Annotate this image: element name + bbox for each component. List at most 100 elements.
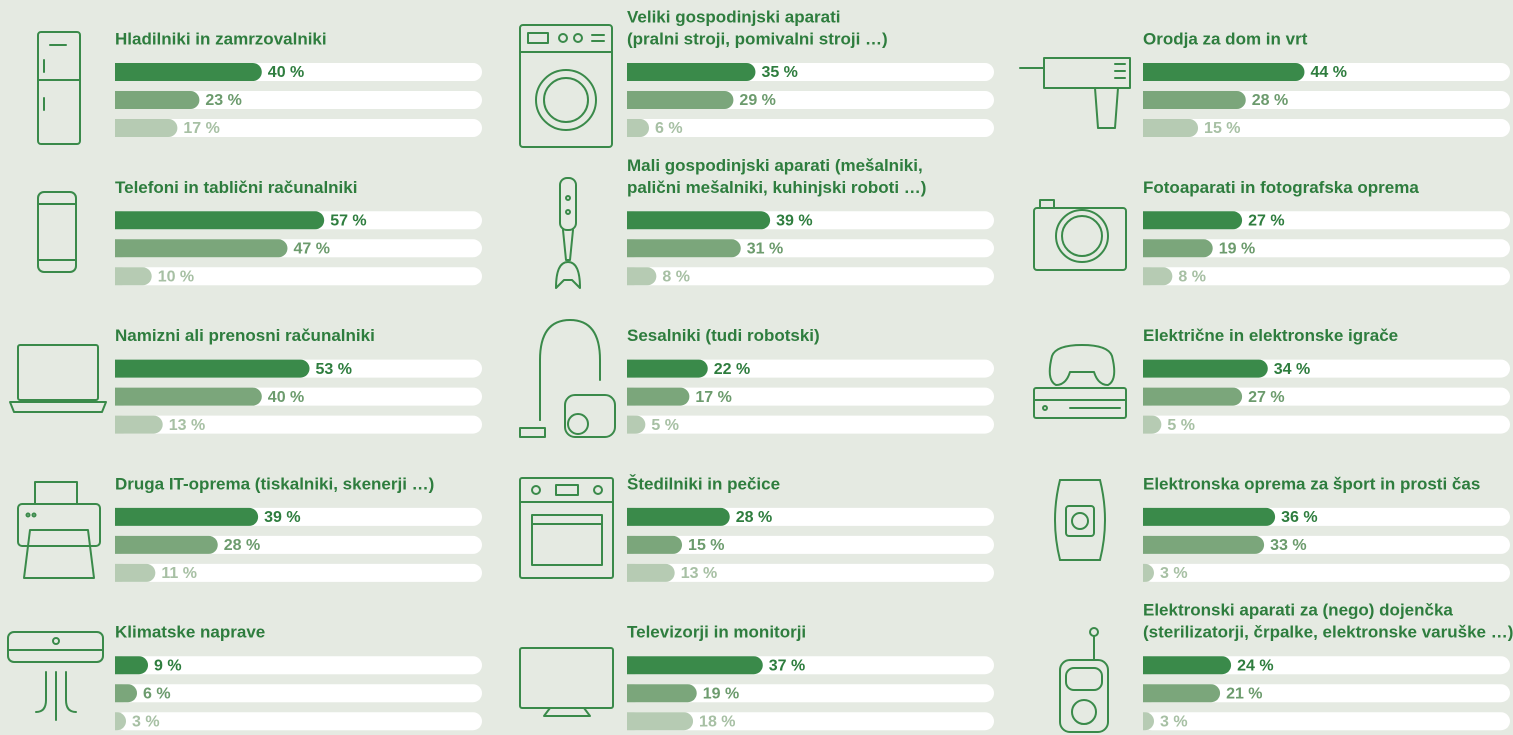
value-label: 9 %: [154, 657, 182, 674]
group-title: Namizni ali prenosni računalniki: [115, 326, 375, 345]
bar-track: [115, 267, 482, 286]
bar-track: [115, 119, 482, 137]
group-title: Elektronski aparati za (nego) dojenčka: [1143, 601, 1453, 620]
value-label: 33 %: [1270, 537, 1306, 554]
group-title: Električne in elektronske igrače: [1143, 326, 1398, 345]
group-title: Druga IT-oprema (tiskalniki, skenerji …): [115, 474, 434, 493]
value-label: 8 %: [662, 269, 690, 286]
group-title: Fotoaparati in fotografska oprema: [1143, 178, 1419, 197]
bar: [115, 387, 262, 406]
bar: [1143, 684, 1221, 703]
bar: [115, 712, 127, 731]
bar: [115, 563, 156, 582]
bar: [115, 535, 218, 554]
value-label: 21 %: [1226, 685, 1262, 702]
bar: [627, 239, 741, 258]
bar: [115, 415, 163, 434]
value-label: 3 %: [132, 713, 160, 730]
bar: [627, 267, 657, 286]
value-label: 13 %: [169, 417, 205, 434]
value-label: 39 %: [776, 213, 812, 230]
value-label: 36 %: [1281, 509, 1317, 526]
value-label: 27 %: [1248, 213, 1284, 230]
value-label: 13 %: [681, 565, 717, 582]
value-label: 6 %: [143, 685, 171, 702]
bar: [627, 91, 734, 109]
bar: [1143, 387, 1243, 406]
value-label: 10 %: [158, 269, 194, 286]
value-label: 28 %: [224, 537, 260, 554]
bar-track: [1143, 415, 1510, 434]
bar-track: [627, 563, 994, 582]
bar: [1143, 415, 1162, 434]
group-title: Sesalniki (tudi robotski): [627, 326, 820, 345]
bar-track: [627, 535, 994, 554]
bar-track: [627, 359, 994, 378]
bar: [115, 359, 310, 378]
value-label: 18 %: [699, 713, 735, 730]
bar: [115, 684, 138, 703]
bar-track: [1143, 656, 1510, 675]
value-label: 17 %: [183, 120, 219, 137]
value-label: 15 %: [688, 537, 724, 554]
bar-track: [627, 119, 994, 137]
bar-track: [627, 387, 994, 406]
value-label: 44 %: [1310, 64, 1346, 81]
value-label: 23 %: [205, 92, 241, 109]
value-label: 22 %: [714, 361, 750, 378]
bar-track: [1143, 563, 1510, 582]
group-title: Televizorji in monitorji: [627, 623, 806, 642]
value-label: 28 %: [736, 509, 772, 526]
value-label: 27 %: [1248, 389, 1284, 406]
bar: [627, 563, 675, 582]
bar: [115, 239, 288, 258]
bar: [1143, 63, 1305, 81]
value-label: 57 %: [330, 213, 366, 230]
bar-track: [1143, 267, 1510, 286]
group-title: palični mešalniki, kuhinjski roboti …): [627, 178, 926, 197]
bar: [1143, 211, 1243, 230]
bar: [627, 535, 683, 554]
value-label: 17 %: [695, 389, 731, 406]
group-title: (sterilizatorji, črpalke, elektronske va…: [1143, 623, 1513, 642]
bar-track: [627, 415, 994, 434]
bar-track: [627, 267, 994, 286]
bar-track: [1143, 712, 1510, 731]
value-label: 3 %: [1160, 565, 1188, 582]
value-label: 5 %: [651, 417, 679, 434]
bar: [115, 507, 259, 526]
bar: [1143, 91, 1246, 109]
group-title: Orodja za dom in vrt: [1143, 29, 1308, 48]
value-label: 31 %: [747, 241, 783, 258]
bar-track: [115, 712, 482, 731]
bar: [627, 656, 763, 675]
bar: [115, 211, 325, 230]
bar: [627, 211, 771, 230]
bar: [1143, 119, 1199, 137]
value-label: 40 %: [268, 389, 304, 406]
bar: [1143, 239, 1213, 258]
value-label: 15 %: [1204, 120, 1240, 137]
bar: [627, 359, 708, 378]
value-label: 39 %: [264, 509, 300, 526]
bar-track: [1143, 119, 1510, 137]
value-label: 29 %: [739, 92, 775, 109]
value-label: 11 %: [161, 565, 197, 582]
value-label: 5 %: [1167, 417, 1195, 434]
group-title: Elektronska oprema za šport in prosti ča…: [1143, 474, 1480, 493]
bar: [1143, 563, 1154, 582]
value-label: 6 %: [655, 120, 683, 137]
bar: [627, 507, 730, 526]
bar: [115, 656, 149, 675]
value-label: 19 %: [703, 685, 739, 702]
group-title: Mali gospodinjski aparati (mešalniki,: [627, 156, 923, 175]
bar-track: [115, 656, 482, 675]
bar: [115, 267, 152, 286]
bar: [1143, 535, 1265, 554]
bar: [1143, 507, 1276, 526]
group-title: Štedilniki in pečice: [627, 474, 780, 493]
bar: [115, 91, 200, 109]
bar: [1143, 359, 1268, 378]
bar: [627, 119, 650, 137]
